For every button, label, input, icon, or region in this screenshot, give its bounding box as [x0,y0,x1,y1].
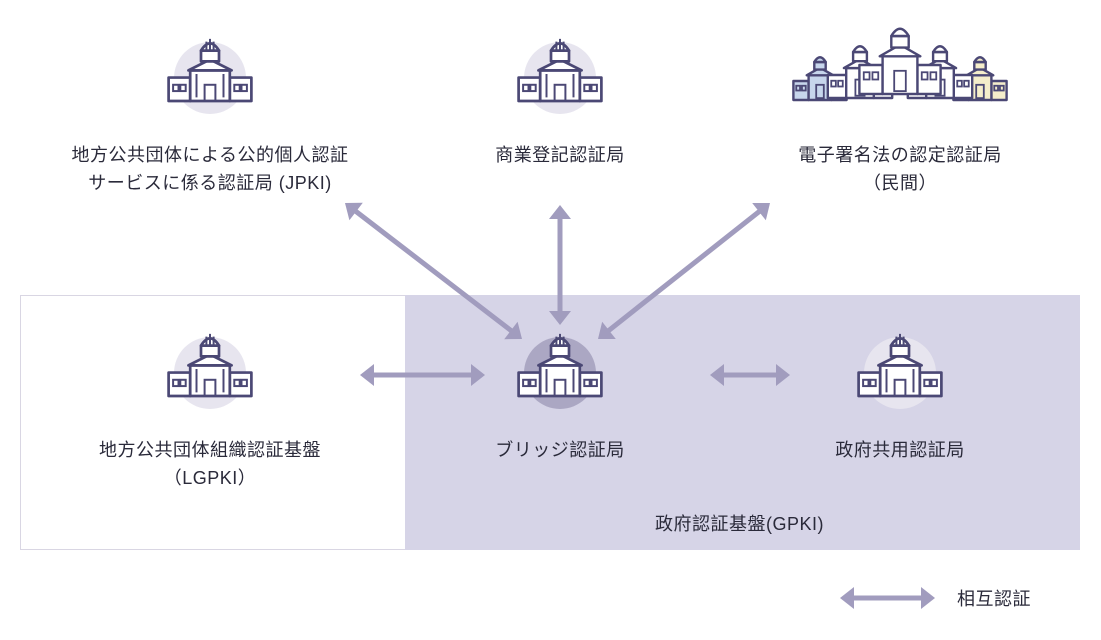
edge-bridge-gov [0,0,1101,640]
legend-arrow-icon [840,586,935,610]
legend: 相互認証 [840,585,1031,611]
legend-label: 相互認証 [957,585,1031,611]
